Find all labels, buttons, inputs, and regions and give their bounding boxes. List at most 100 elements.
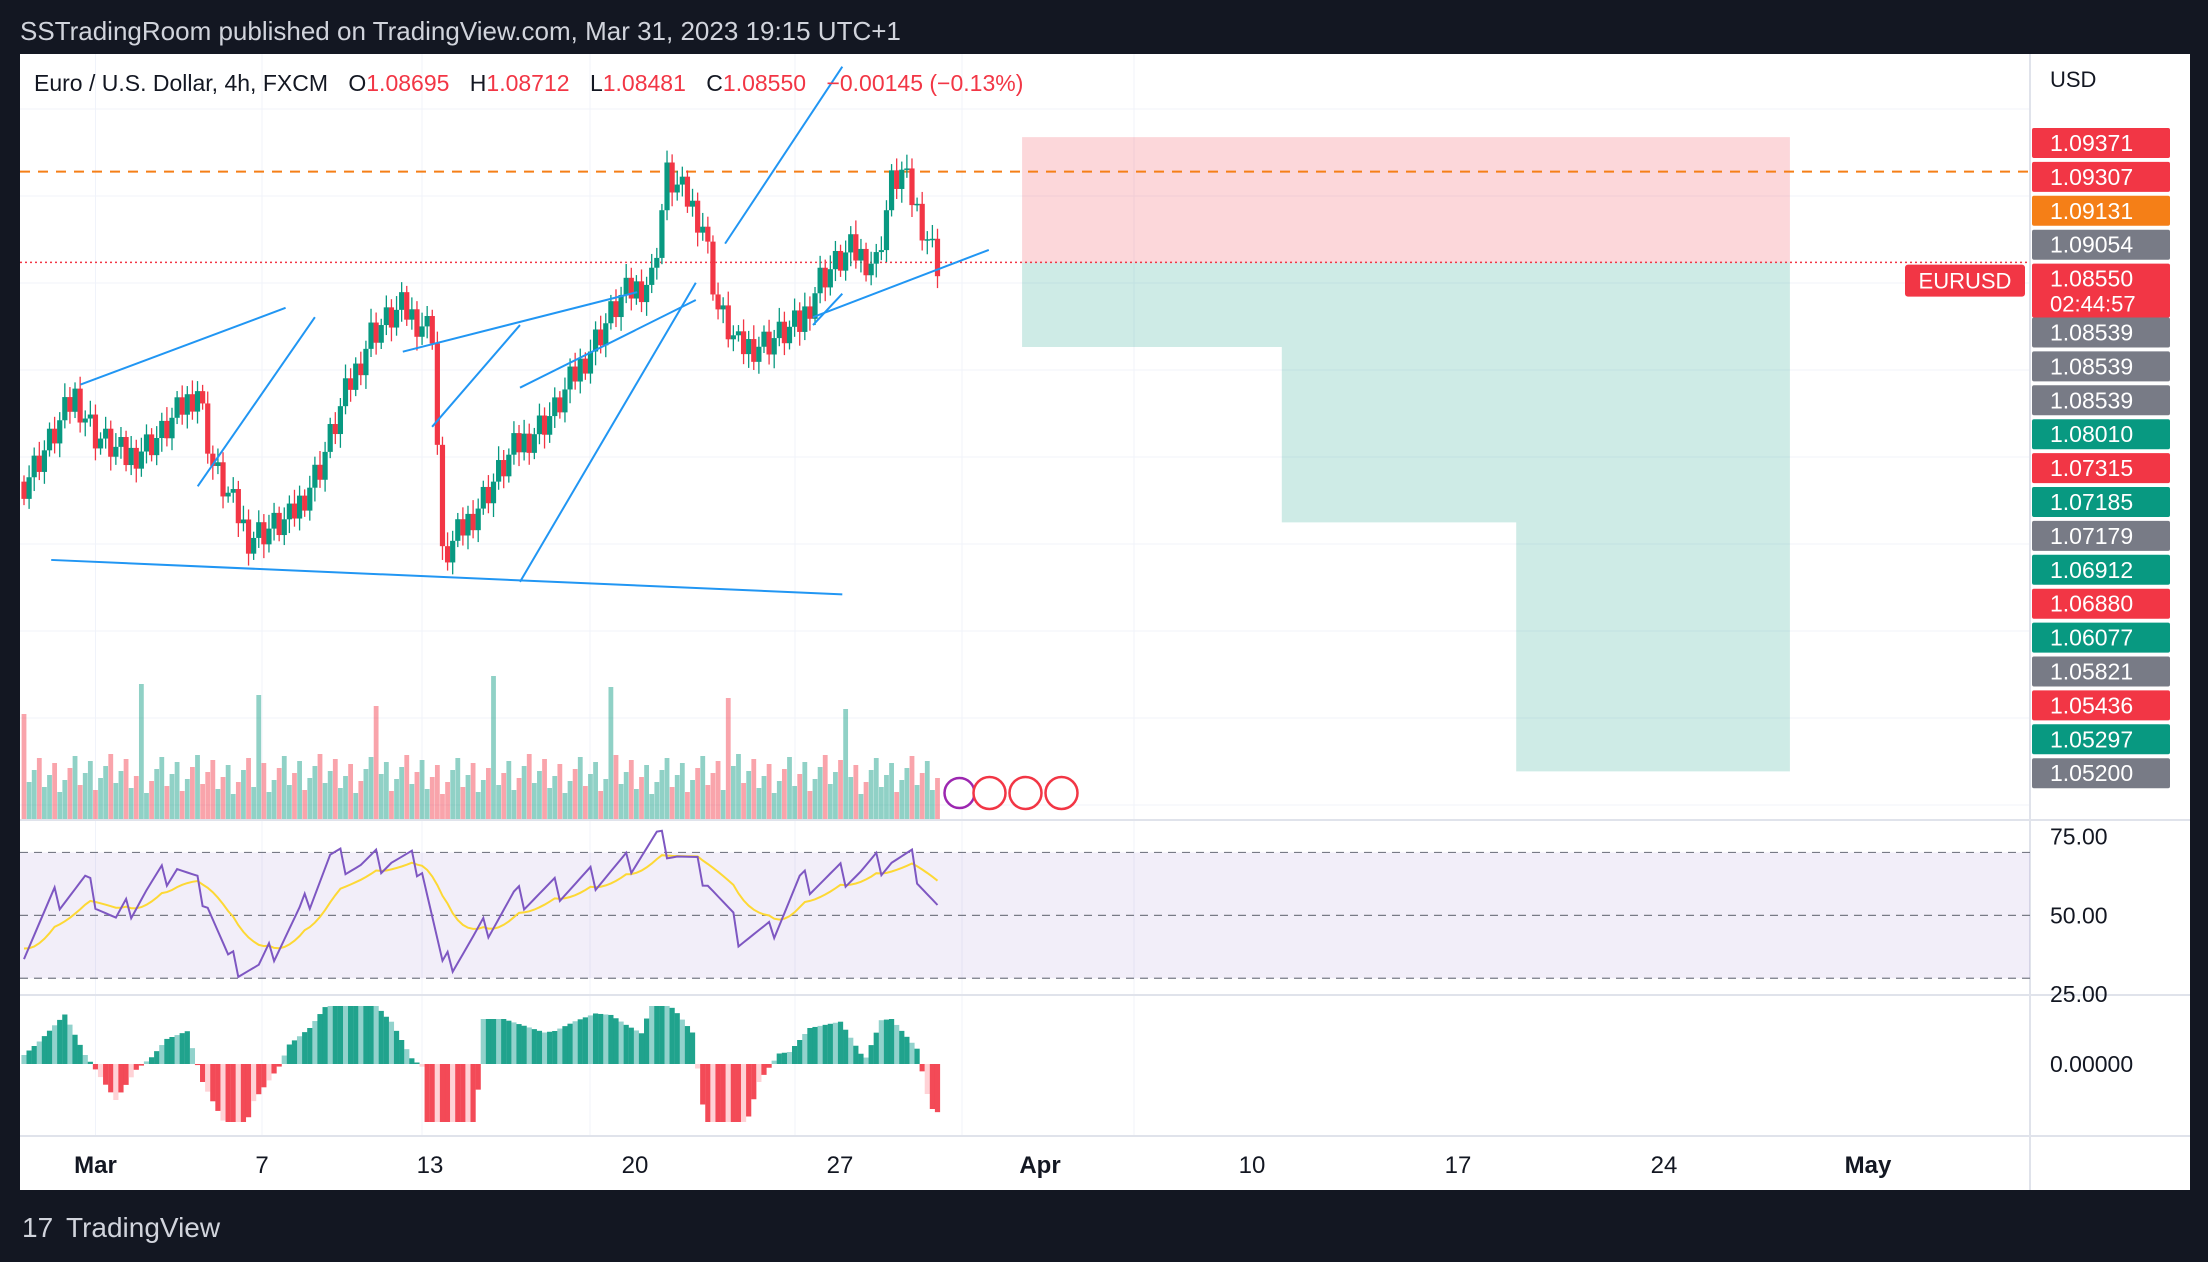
volume-bar <box>914 785 920 819</box>
macd-bar <box>72 1034 78 1064</box>
volume-bar <box>669 787 675 819</box>
volume-bar <box>52 763 58 819</box>
volume-bar <box>552 776 558 819</box>
price-label-bg <box>2032 724 2170 755</box>
price-label-bg <box>2032 195 2170 226</box>
volume-bar <box>409 784 415 819</box>
volume-bar <box>776 781 782 819</box>
candle <box>837 250 844 271</box>
price-label-bg <box>2032 487 2170 517</box>
macd-bar <box>388 1021 395 1064</box>
candle <box>781 321 787 344</box>
volume-bar <box>67 768 73 819</box>
change-value: −0.00145 (−0.13%) <box>826 70 1024 96</box>
candle <box>46 428 53 451</box>
event-flag-icon <box>1044 775 1079 811</box>
volume-bar <box>338 788 343 819</box>
volume-bar <box>460 787 466 819</box>
macd-bar <box>480 1019 486 1064</box>
macd-bar <box>684 1026 691 1064</box>
chart-area[interactable]: USD 1.09371 1.09307 1.09131 1.09054 1.08550 02… <box>20 54 2190 1190</box>
candle <box>496 460 502 482</box>
volume-bar <box>169 774 175 819</box>
publisher-line: SSTradingRoom published on TradingView.c… <box>20 16 901 46</box>
candle <box>562 389 568 413</box>
candle <box>189 394 196 412</box>
volume-bar <box>787 757 792 819</box>
volume-bar <box>128 788 134 819</box>
candle <box>470 513 476 531</box>
macd-bar <box>205 1064 211 1092</box>
volume-bar <box>286 785 292 819</box>
volume-bar <box>511 790 517 819</box>
candle <box>899 169 905 189</box>
macd-bar <box>97 1064 104 1078</box>
candle <box>286 503 292 520</box>
macd-bar <box>817 1025 823 1064</box>
candle <box>919 203 925 241</box>
macd-bar <box>220 1064 226 1121</box>
volume-bar <box>220 777 226 819</box>
candle <box>740 331 747 355</box>
macd-bar <box>934 1064 941 1113</box>
candle <box>317 464 323 480</box>
macd-bar <box>802 1034 808 1064</box>
candle <box>342 378 349 407</box>
macd-bar <box>194 1064 201 1066</box>
macd-bar <box>797 1040 803 1064</box>
macd-bar <box>225 1064 231 1122</box>
candle <box>633 281 640 299</box>
volume-bar <box>868 770 874 819</box>
price-label: 1.08010 <box>2050 421 2133 447</box>
candle <box>67 397 73 412</box>
trendline <box>196 316 316 487</box>
macd-bar <box>118 1064 124 1093</box>
macd-bar <box>664 1006 670 1064</box>
macd-bar <box>792 1046 798 1064</box>
volume-bar <box>440 794 445 819</box>
volume-bar <box>598 791 604 819</box>
macd-bar <box>751 1064 757 1100</box>
volume-bar <box>715 761 721 819</box>
price-label-bg <box>2032 419 2170 450</box>
volume-bar <box>389 791 394 819</box>
volume-bar <box>838 760 843 819</box>
volume-bar <box>557 764 563 819</box>
candle <box>934 238 941 277</box>
candle <box>501 460 507 477</box>
symbol-title: Euro / U.S. Dollar, 4h, FXCM <box>34 70 328 96</box>
macd-bar <box>266 1064 272 1081</box>
volume-bar <box>623 772 629 819</box>
candle <box>771 338 777 355</box>
time-axis-label: 7 <box>255 1152 268 1179</box>
macd-bar <box>776 1053 782 1064</box>
macd-bar <box>501 1019 507 1064</box>
volume-bar <box>266 792 272 819</box>
chart-svg[interactable]: USD1.093711.093071.091311.090541.0855002… <box>20 54 2190 1190</box>
macd-bar <box>123 1064 129 1085</box>
candle <box>332 424 338 435</box>
volume-bar <box>674 775 680 819</box>
macd-bar <box>654 1006 660 1064</box>
candle <box>388 307 395 328</box>
volume-bar <box>894 792 900 819</box>
candle <box>205 403 211 454</box>
volume-bar <box>919 773 925 819</box>
candle <box>700 226 706 233</box>
macd-bar <box>113 1064 119 1100</box>
macd-bar <box>256 1064 262 1095</box>
volume-bar <box>307 778 313 819</box>
ticker-label-bg <box>1905 264 2025 297</box>
publisher-header: SSTradingRoom published on TradingView.c… <box>0 0 2208 54</box>
macd-bar <box>689 1032 696 1064</box>
macd-bar <box>567 1023 573 1064</box>
candle <box>848 234 854 253</box>
macd-bar <box>705 1064 711 1122</box>
volume-bar <box>378 774 384 819</box>
price-label-bg <box>2032 690 2170 721</box>
candle <box>843 252 849 271</box>
volume-bar <box>138 684 144 819</box>
candle <box>756 346 762 362</box>
candle <box>577 358 583 382</box>
candle <box>878 250 884 253</box>
